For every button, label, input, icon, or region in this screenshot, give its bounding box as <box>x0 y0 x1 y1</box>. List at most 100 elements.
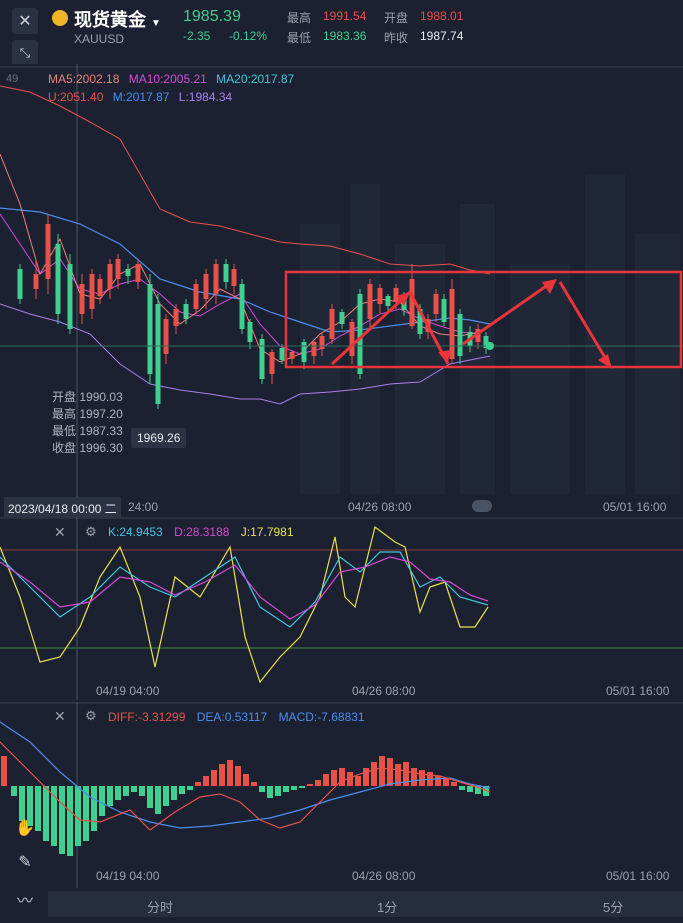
boll-lower-legend: L:1984.34 <box>178 90 233 104</box>
macd-bar <box>219 764 225 786</box>
macd-bar <box>91 786 97 831</box>
macd-bar <box>179 786 185 794</box>
macd-bar <box>107 786 113 806</box>
current-price-dot <box>486 342 494 350</box>
macd-bar <box>307 784 313 786</box>
candle-body <box>213 264 219 294</box>
candles-group <box>17 214 489 409</box>
close-icon: ✕ <box>18 13 32 30</box>
macd-close-icon[interactable]: ✕ <box>54 708 66 724</box>
kdj-settings-icon[interactable]: ⚙ <box>85 524 97 539</box>
ohlc-panel: 开盘 1990.03 最高 1997.20 最低 1987.33 收盘 1996… <box>52 390 123 455</box>
candle-body <box>163 319 169 354</box>
pen-tool-button[interactable]: ✎ <box>12 849 38 875</box>
macd-bar <box>75 786 81 846</box>
arrow-up-1 <box>330 290 412 366</box>
macd-bar <box>411 768 417 786</box>
candle-body <box>193 284 199 309</box>
current-price: 1985.39 <box>183 8 241 25</box>
tab-1min[interactable]: 1分 <box>377 900 398 915</box>
candle-body <box>349 322 355 356</box>
candle-body <box>223 264 229 282</box>
candle-body <box>367 284 373 319</box>
macd-bar <box>235 766 241 786</box>
collapse-button[interactable]: ⤡ <box>12 40 38 66</box>
macd-bar <box>259 786 265 792</box>
macd-bar <box>163 786 169 806</box>
main-x-tick-1: 04/26 08:00 <box>348 500 412 514</box>
candle-body <box>269 352 275 374</box>
macd-bar <box>323 774 329 786</box>
candle-body <box>203 274 209 299</box>
tab-timeshare[interactable]: 分时 <box>147 900 174 915</box>
kdj-d-line <box>0 556 489 620</box>
high-value: 1991.54 <box>323 9 367 23</box>
drawing-tools-button[interactable]: ✋ <box>12 815 38 841</box>
main-x-tick-2: 05/01 16:00 <box>603 500 667 514</box>
candlestick-chart[interactable]: 49 <box>0 64 683 498</box>
macd-bar <box>227 760 233 786</box>
macd-bar <box>35 786 41 831</box>
candle-body <box>125 269 131 276</box>
candle-body <box>329 309 335 339</box>
boll-upper-line <box>0 85 491 275</box>
indicator-button[interactable]: 〰 <box>12 886 38 912</box>
candle-body <box>55 244 61 314</box>
macd-bar <box>11 786 17 796</box>
macd-bar <box>171 786 177 800</box>
scroll-handle[interactable] <box>472 500 492 512</box>
macd-bar <box>27 786 33 826</box>
price-change-pct: -0.12% <box>229 29 268 43</box>
macd-bar <box>243 774 249 786</box>
macd-background <box>0 702 683 888</box>
candle-body <box>289 352 295 359</box>
main-x-tick-0: 24:00 <box>128 500 159 514</box>
ma20-legend: MA20:2017.87 <box>216 72 295 86</box>
arrow-up-2 <box>462 280 553 346</box>
macd-bar <box>435 776 441 786</box>
open-label: 开盘 <box>384 11 409 25</box>
candle-body <box>377 288 383 304</box>
candle-body <box>357 294 363 374</box>
macd-bar <box>203 776 209 786</box>
macd-settings-icon[interactable]: ⚙ <box>85 708 97 723</box>
close-button[interactable]: ✕ <box>12 8 38 34</box>
candle-body <box>33 274 39 289</box>
macd-bar <box>51 786 57 846</box>
low-marker-label: 1969.26 <box>131 428 187 448</box>
macd-bar <box>139 786 145 796</box>
candle-body <box>279 348 285 360</box>
macd-bar <box>339 768 345 786</box>
macd-bar <box>355 776 361 786</box>
kdj-k-line <box>0 551 489 628</box>
tab-5min[interactable]: 5分 <box>603 900 624 915</box>
open-value: 1988.01 <box>420 9 464 23</box>
kdj-background <box>0 517 683 700</box>
macd-bar <box>467 786 473 792</box>
kdj-k-legend: K:24.9453 <box>108 525 163 539</box>
dropdown-icon: ▼ <box>151 18 161 29</box>
macd-histogram <box>1 756 489 856</box>
macd-bar <box>475 786 481 794</box>
macd-x-tick-0: 04/19 04:00 <box>96 869 160 883</box>
ohlc-high: 1997.20 <box>79 407 123 421</box>
macd-macd-legend: MACD:-7.68831 <box>278 710 365 724</box>
candle-body <box>393 288 399 302</box>
ohlc-open: 1990.03 <box>79 390 123 404</box>
kdj-x-tick-2: 05/01 16:00 <box>606 684 670 698</box>
macd-bar <box>371 762 377 786</box>
symbol-name[interactable]: 现货黄金 ▼ <box>74 10 161 30</box>
kdj-close-icon[interactable]: ✕ <box>54 524 66 540</box>
candle-body <box>259 339 265 379</box>
macd-bar <box>1 756 7 786</box>
candle-body <box>135 264 141 282</box>
kdj-x-tick-0: 04/19 04:00 <box>96 684 160 698</box>
macd-bar <box>251 782 257 786</box>
price-change: -2.35 <box>183 29 211 43</box>
corner-tick: 49 <box>6 73 18 85</box>
candle-body <box>475 329 481 342</box>
macd-bar <box>123 786 129 796</box>
collapse-icon: ⤡ <box>19 45 31 60</box>
candle-body <box>449 289 455 359</box>
macd-bar <box>419 770 425 786</box>
